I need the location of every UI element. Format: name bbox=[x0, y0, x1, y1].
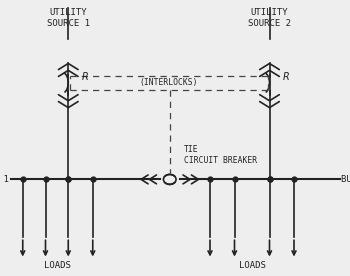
Text: LOADS: LOADS bbox=[239, 261, 265, 270]
Text: BUS 1: BUS 1 bbox=[0, 175, 9, 184]
Text: R: R bbox=[82, 72, 88, 82]
Text: R: R bbox=[283, 72, 289, 82]
Text: BUS 2: BUS 2 bbox=[341, 175, 350, 184]
Text: LOADS: LOADS bbox=[44, 261, 71, 270]
Text: UTILITY
SOURCE 2: UTILITY SOURCE 2 bbox=[248, 8, 291, 28]
Text: UTILITY
SOURCE 1: UTILITY SOURCE 1 bbox=[47, 8, 90, 28]
Text: TIE
CIRCUIT BREAKER: TIE CIRCUIT BREAKER bbox=[184, 145, 257, 164]
Text: (INTERLOCKS): (INTERLOCKS) bbox=[140, 78, 198, 87]
